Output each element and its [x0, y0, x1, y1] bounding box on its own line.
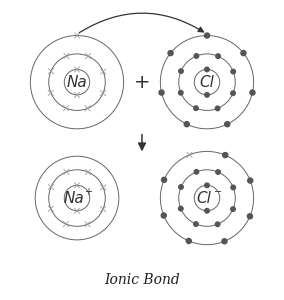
Circle shape — [162, 177, 167, 182]
Circle shape — [179, 206, 183, 211]
Text: Ionic Bond: Ionic Bond — [104, 273, 180, 287]
Text: +: + — [84, 187, 92, 197]
Text: Na: Na — [67, 75, 87, 90]
Text: +: + — [134, 73, 150, 92]
Circle shape — [241, 51, 246, 56]
Circle shape — [250, 90, 255, 95]
Circle shape — [194, 106, 198, 110]
Circle shape — [222, 239, 227, 244]
Text: Cl: Cl — [200, 75, 214, 90]
Circle shape — [215, 106, 220, 111]
Circle shape — [248, 178, 253, 183]
Circle shape — [231, 207, 235, 211]
Circle shape — [194, 54, 199, 58]
Circle shape — [160, 152, 254, 245]
Circle shape — [216, 170, 220, 174]
Circle shape — [223, 153, 228, 158]
Circle shape — [161, 213, 166, 218]
Circle shape — [247, 214, 252, 219]
Circle shape — [186, 238, 191, 244]
Circle shape — [159, 90, 164, 95]
Circle shape — [205, 67, 209, 72]
Text: −: − — [214, 187, 222, 197]
Circle shape — [35, 156, 119, 240]
Circle shape — [194, 169, 199, 174]
Circle shape — [215, 222, 220, 226]
Circle shape — [225, 122, 230, 127]
Circle shape — [30, 35, 124, 129]
Text: Na: Na — [64, 190, 85, 206]
Circle shape — [231, 185, 235, 190]
Text: Cl: Cl — [197, 190, 212, 206]
Circle shape — [205, 208, 209, 213]
Circle shape — [205, 183, 209, 188]
Circle shape — [160, 35, 254, 129]
Circle shape — [184, 122, 189, 127]
Circle shape — [179, 69, 183, 74]
Circle shape — [204, 33, 210, 38]
Circle shape — [179, 185, 183, 189]
Circle shape — [231, 69, 235, 74]
Circle shape — [231, 91, 235, 95]
Circle shape — [216, 54, 220, 58]
Circle shape — [205, 93, 209, 97]
Circle shape — [194, 222, 198, 226]
Circle shape — [168, 51, 173, 56]
Circle shape — [179, 91, 183, 95]
